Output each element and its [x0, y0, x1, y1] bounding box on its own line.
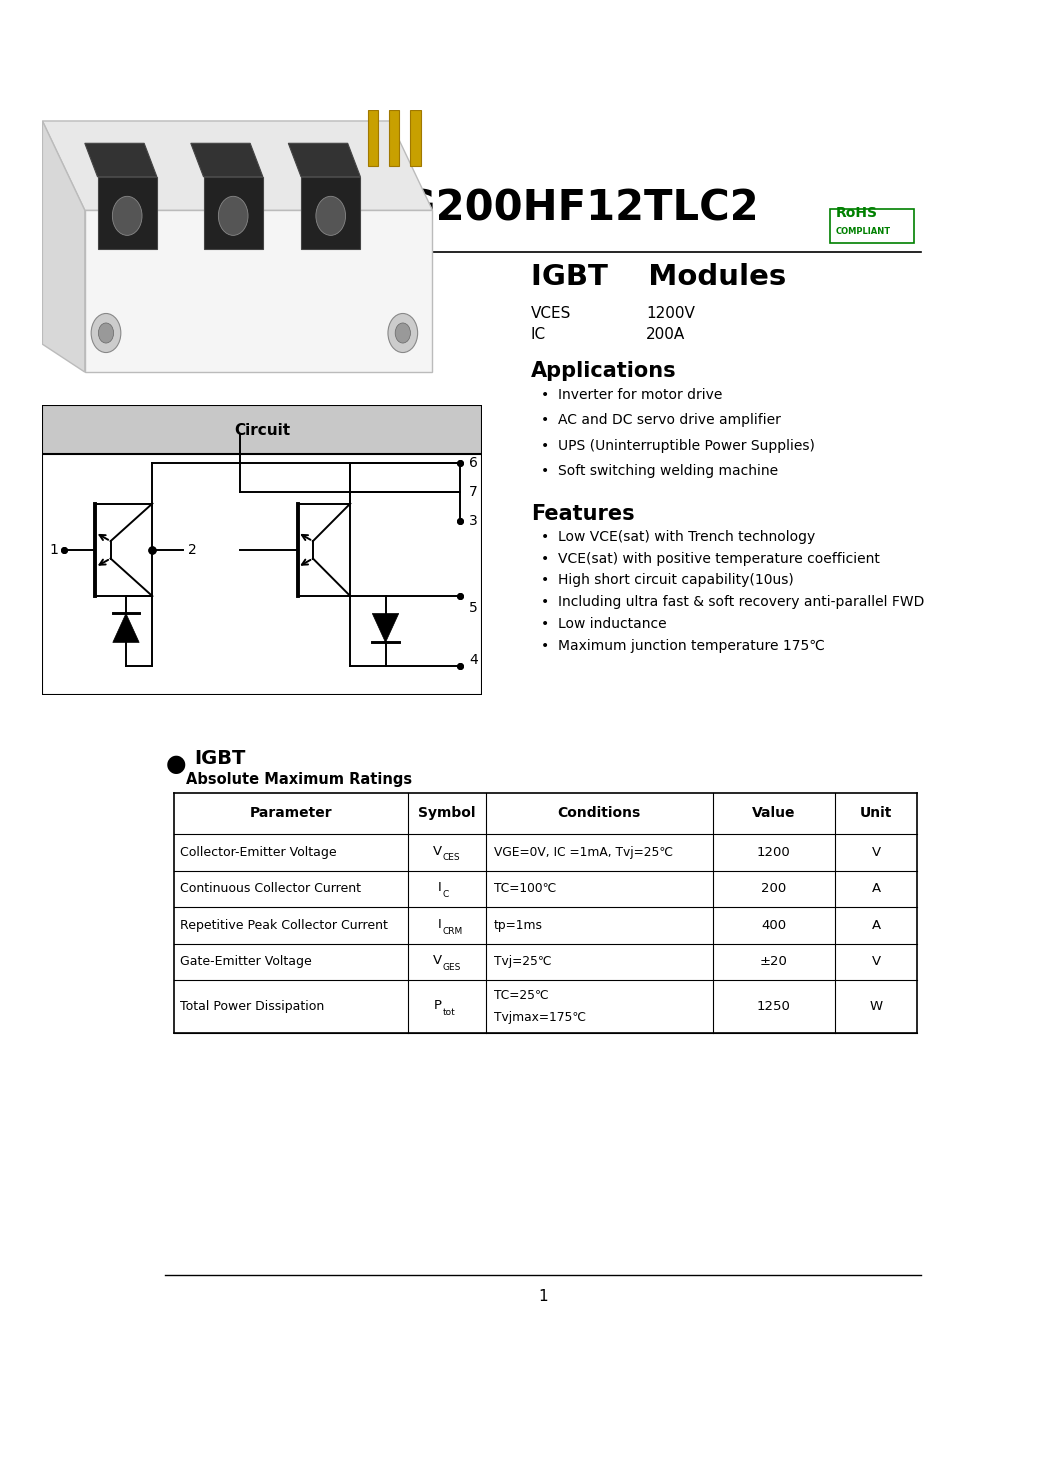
Text: 1200: 1200	[757, 846, 791, 859]
Text: GES: GES	[443, 963, 461, 972]
Text: Features: Features	[531, 503, 635, 524]
Polygon shape	[288, 144, 360, 177]
Circle shape	[395, 324, 410, 343]
Text: W: W	[869, 1000, 883, 1014]
Text: TC=25℃: TC=25℃	[494, 988, 549, 1002]
Text: 200A: 200A	[646, 326, 685, 341]
Polygon shape	[42, 405, 482, 454]
Polygon shape	[410, 110, 421, 166]
Text: A: A	[871, 919, 881, 932]
Polygon shape	[301, 177, 360, 249]
Circle shape	[112, 196, 142, 236]
Text: CRM: CRM	[443, 926, 463, 935]
Text: MG200HF12TLC2: MG200HF12TLC2	[360, 187, 759, 230]
Text: •  Soft switching welding machine: • Soft switching welding machine	[541, 463, 778, 478]
Text: 6: 6	[470, 456, 478, 470]
Polygon shape	[389, 110, 400, 166]
Text: 2: 2	[188, 543, 196, 556]
Text: 1: 1	[538, 1288, 548, 1304]
Text: 400: 400	[761, 919, 787, 932]
Text: VCES: VCES	[531, 306, 571, 321]
Text: ●: ●	[165, 752, 186, 776]
Text: Unit: Unit	[860, 806, 893, 821]
Text: Total Power Dissipation: Total Power Dissipation	[180, 1000, 324, 1014]
Text: VGE=0V, IC =1mA, Tvj=25℃: VGE=0V, IC =1mA, Tvj=25℃	[494, 846, 673, 859]
Text: IGBT: IGBT	[194, 749, 246, 769]
Text: I: I	[438, 881, 442, 895]
Text: 1250: 1250	[757, 1000, 791, 1014]
Text: Circuit: Circuit	[234, 423, 290, 438]
Circle shape	[91, 313, 121, 353]
Polygon shape	[98, 177, 157, 249]
Text: •  Inverter for motor drive: • Inverter for motor drive	[541, 389, 722, 402]
Text: 1200V: 1200V	[646, 306, 694, 321]
Circle shape	[316, 196, 346, 236]
Polygon shape	[368, 110, 378, 166]
Circle shape	[99, 324, 113, 343]
Text: tot: tot	[443, 1008, 456, 1017]
Text: V: V	[432, 954, 442, 968]
Text: tp=1ms: tp=1ms	[494, 919, 543, 932]
Text: Collector-Emitter Voltage: Collector-Emitter Voltage	[180, 846, 337, 859]
Text: •  Including ultra fast & soft recovery anti-parallel FWD: • Including ultra fast & soft recovery a…	[541, 595, 924, 608]
Text: C: C	[443, 890, 449, 899]
Polygon shape	[42, 122, 85, 372]
Polygon shape	[112, 613, 139, 643]
Text: ±20: ±20	[760, 956, 788, 969]
Text: 200: 200	[761, 883, 787, 895]
Text: Absolute Maximum Ratings: Absolute Maximum Ratings	[186, 772, 412, 788]
Text: •  AC and DC servo drive amplifier: • AC and DC servo drive amplifier	[541, 414, 780, 427]
Text: Tvjmax=175℃: Tvjmax=175℃	[494, 1012, 586, 1024]
Polygon shape	[42, 405, 482, 695]
Text: A: A	[871, 883, 881, 895]
Polygon shape	[85, 144, 157, 177]
Text: Tvj=25℃: Tvj=25℃	[494, 956, 551, 969]
Text: 3: 3	[470, 513, 478, 528]
Text: Symbol: Symbol	[418, 806, 476, 821]
Text: 7: 7	[470, 485, 478, 499]
Text: 1: 1	[49, 543, 58, 556]
Text: •  Maximum junction temperature 175℃: • Maximum junction temperature 175℃	[541, 638, 825, 653]
Text: IGBT    Modules: IGBT Modules	[531, 263, 787, 291]
Text: TC=100℃: TC=100℃	[494, 883, 556, 895]
Text: Gate-Emitter Voltage: Gate-Emitter Voltage	[180, 956, 312, 969]
Text: Conditions: Conditions	[558, 806, 641, 821]
Text: 5: 5	[470, 601, 478, 614]
Text: 4: 4	[470, 653, 478, 666]
Polygon shape	[372, 613, 399, 643]
Text: Applications: Applications	[531, 361, 676, 381]
Text: Value: Value	[753, 806, 796, 821]
Polygon shape	[85, 211, 432, 372]
Circle shape	[218, 196, 248, 236]
Text: •  UPS (Uninterruptible Power Supplies): • UPS (Uninterruptible Power Supplies)	[541, 439, 815, 453]
Text: •  Low inductance: • Low inductance	[541, 617, 667, 631]
Text: •  High short circuit capability(10us): • High short circuit capability(10us)	[541, 573, 794, 588]
Text: RoHS: RoHS	[835, 206, 878, 220]
Text: P: P	[434, 999, 442, 1012]
Polygon shape	[42, 122, 432, 211]
Polygon shape	[204, 177, 263, 249]
Text: V: V	[432, 844, 442, 858]
Polygon shape	[191, 144, 263, 177]
Text: Parameter: Parameter	[249, 806, 332, 821]
Text: COMPLIANT: COMPLIANT	[835, 227, 890, 236]
Text: Continuous Collector Current: Continuous Collector Current	[180, 883, 361, 895]
Text: •  VCE(sat) with positive temperature coefficient: • VCE(sat) with positive temperature coe…	[541, 552, 880, 565]
Text: CES: CES	[443, 853, 460, 862]
Circle shape	[388, 313, 418, 353]
Text: V: V	[871, 846, 881, 859]
Text: V: V	[871, 956, 881, 969]
Text: •  Low VCE(sat) with Trench technology: • Low VCE(sat) with Trench technology	[541, 530, 815, 545]
Text: IC: IC	[531, 326, 546, 341]
Text: I: I	[438, 917, 442, 930]
Text: Repetitive Peak Collector Current: Repetitive Peak Collector Current	[180, 919, 388, 932]
